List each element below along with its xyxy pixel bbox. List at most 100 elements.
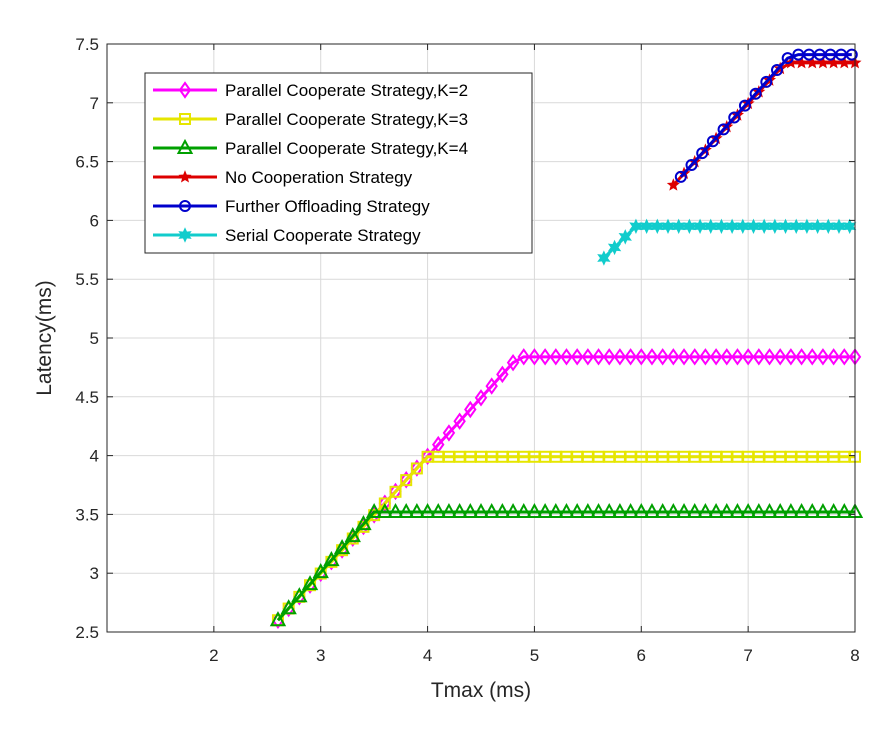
data-point [365,502,383,519]
data-point [464,400,477,419]
x-tick-label: 5 [530,646,539,665]
data-point [816,348,830,366]
data-point [795,348,808,366]
y-tick-label: 3.5 [75,505,99,524]
legend-item: No Cooperation Strategy [153,168,413,187]
data-point [528,348,541,366]
data-point [805,55,819,69]
data-point [688,348,701,366]
x-tick-label: 6 [637,646,646,665]
data-point [677,348,691,366]
data-point [421,447,434,466]
data-point [772,502,789,519]
data-point [622,502,639,519]
data-point [344,526,361,543]
data-point [549,348,563,366]
data-point [560,348,573,366]
data-point [442,424,456,442]
data-point [430,502,447,519]
data-point [741,348,755,366]
data-point [825,502,842,519]
data-point [601,502,618,519]
data-point [570,348,584,366]
data-point [462,502,479,519]
legend-label: Further Offloading Strategy [225,197,430,216]
data-point [827,55,841,69]
legend-item: Parallel Cooperate Strategy,K=3 [153,110,468,129]
data-point [494,502,511,519]
y-tick-label: 4 [90,447,99,466]
series-hexagram [597,218,857,266]
data-point [770,64,783,77]
data-point [602,348,616,366]
y-tick-label: 3 [90,564,99,583]
y-tick-label: 7.5 [75,35,99,54]
data-point [685,159,698,172]
legend: Parallel Cooperate Strategy,K=2 Parallel … [144,72,533,254]
x-tick-label: 8 [850,646,859,665]
data-point [806,348,819,366]
series-line [276,455,855,622]
data-point [389,485,402,498]
data-point [176,138,194,154]
y-tick-label: 7 [90,94,99,113]
data-point [696,147,709,160]
data-point [782,502,800,519]
tick-labels: 2 3 4 5 6 7 8 2.5 3 3.5 4 4.5 5 5.5 6 6.5 7 7.5 [75,35,859,665]
data-point [795,55,809,69]
data-point [291,587,308,603]
legend-label: Parallel Cooperate Strategy,K=2 [225,81,468,100]
data-point [793,502,810,519]
data-point [752,348,766,366]
data-point [837,55,851,69]
data-point [474,389,488,407]
data-point [301,575,319,591]
y-tick-label: 6 [90,211,99,230]
data-point [645,348,659,366]
data-point [838,348,851,366]
data-point [706,135,719,148]
data-point [269,611,287,627]
data-point [739,502,757,519]
data-point [707,502,725,519]
data-point [607,239,622,256]
legend-item: Parallel Cooperate Strategy,K=2 [153,81,468,100]
data-point [504,502,522,519]
data-point [496,365,509,384]
data-point [709,348,723,366]
data-point [472,502,490,519]
data-point [178,227,192,243]
data-point [816,55,830,69]
data-point [761,502,778,519]
data-point [178,170,192,183]
y-tick-label: 4.5 [75,388,99,407]
legend-item: Further Offloading Strategy [153,197,430,216]
data-point [280,599,297,615]
data-point [581,348,595,366]
legend-item: Parallel Cooperate Strategy,K=4 [153,138,468,158]
data-point [728,111,741,124]
data-point [804,502,821,519]
data-point [720,348,734,366]
data-point [333,539,351,555]
data-point [387,502,404,519]
legend-box [144,72,533,254]
data-point [814,502,832,519]
data-point [515,502,532,519]
data-point [675,502,693,519]
data-point [376,502,394,519]
axis-ticks [107,43,856,633]
data-point [547,502,564,519]
data-point [568,502,586,519]
data-point [738,99,751,112]
data-point [323,551,340,567]
y-tick-label: 6.5 [75,153,99,172]
data-point [590,502,607,519]
data-point [717,123,730,136]
data-point [179,113,191,125]
data-point [440,502,458,519]
data-point [827,348,840,366]
data-point [526,502,543,519]
data-point [773,348,787,366]
